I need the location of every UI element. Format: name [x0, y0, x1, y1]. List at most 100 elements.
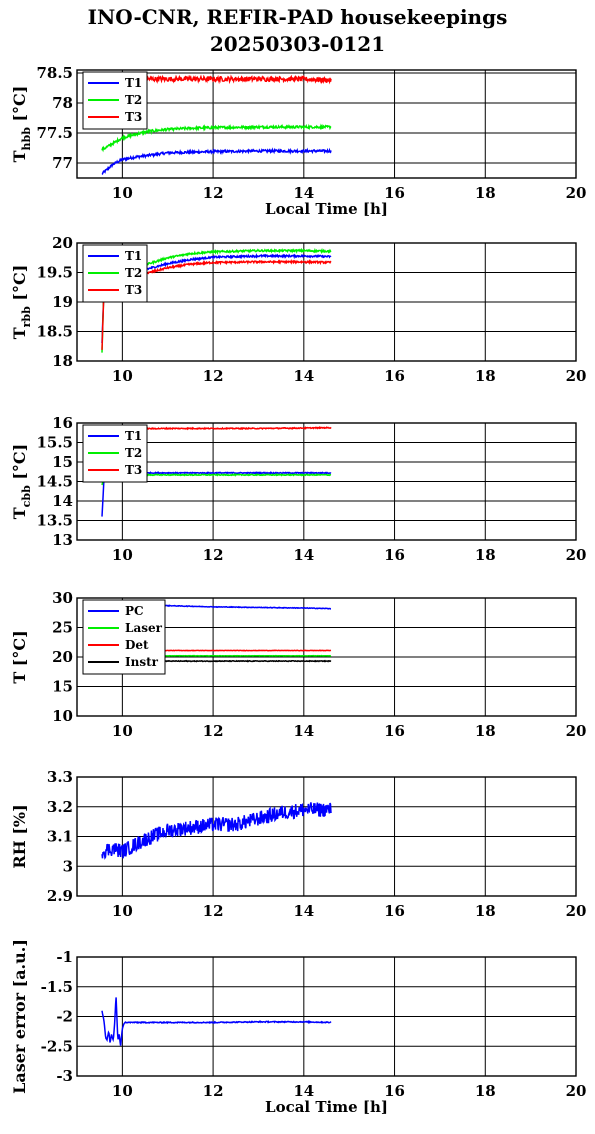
- legend-label: T2: [125, 446, 142, 460]
- chart-panel-rh: 10 12 14 16 18 20 3.3 3.2 3.1 3 2.9 RH [%]: [10, 768, 586, 920]
- y-axis-label-sub: cbb: [20, 485, 33, 507]
- y-tick-label: 18.5: [36, 323, 73, 341]
- series-line-t1: [101, 147, 332, 176]
- legend-label: T2: [125, 93, 142, 107]
- legend: PC Laser Det Instr: [82, 599, 166, 675]
- y-tick-label: 2.9: [47, 887, 73, 905]
- x-tick-label: 10: [112, 184, 133, 202]
- chart-panel-trbb: 10 12 14 16 18 20 20 19.5 19 18.5 18 T1 T2 T3 Trbb [°C…: [10, 234, 586, 385]
- x-tick-label: 16: [384, 184, 405, 202]
- plot-frame: [76, 422, 577, 541]
- y-axis-label: RH [%]: [10, 804, 29, 868]
- y-axis-label-unit: [°C]: [10, 86, 29, 127]
- y-axis-label: Laser error [a.u.]: [10, 939, 29, 1094]
- x-tick-label: 12: [203, 902, 224, 920]
- legend-label: T3: [125, 110, 142, 124]
- x-tick-label: 10: [112, 367, 133, 385]
- plot-frame: [76, 597, 577, 717]
- y-axis-label-main: T [°C]: [10, 630, 29, 683]
- y-tick-label: 13: [52, 531, 73, 549]
- y-tick-label: 15: [52, 453, 73, 471]
- figure-title: INO-CNR, REFIR-PAD housekeepings: [87, 5, 508, 29]
- y-tick-label: 15: [52, 678, 73, 696]
- y-tick-label: 10: [52, 707, 73, 725]
- y-tick-label: 3.1: [47, 828, 73, 846]
- x-tick-label: 20: [566, 902, 587, 920]
- y-axis-label-main: T: [10, 327, 29, 339]
- y-axis-label-unit: [°C]: [10, 444, 29, 485]
- y-tick-label: 14.5: [36, 473, 73, 491]
- x-tick-label: 18: [475, 1082, 496, 1100]
- x-tick-label: 12: [203, 722, 224, 740]
- x-axis-label: Local Time [h]: [265, 1098, 388, 1116]
- y-tick-label: 77: [52, 154, 73, 172]
- y-axis-label: Thbb [°C]: [10, 86, 33, 163]
- x-tick-label: 18: [475, 367, 496, 385]
- y-tick-label: 78.5: [36, 64, 73, 82]
- y-tick-label: -1.5: [41, 978, 73, 996]
- x-tick-label: 12: [203, 1082, 224, 1100]
- y-axis-label-sub: rbb: [20, 306, 33, 327]
- x-tick-label: 16: [384, 1082, 405, 1100]
- x-tick-label: 14: [293, 902, 314, 920]
- y-axis-label-main: RH [%]: [10, 804, 29, 868]
- y-tick-label: -3: [56, 1067, 73, 1085]
- chart-panel-thbb: 10 12 14 16 18 20 78.5 78 77.5 77 T1 T2 T3 Thbb [°C] L…: [10, 64, 586, 218]
- legend: T1 T2 T3: [82, 424, 148, 483]
- x-tick-label: 16: [384, 546, 405, 564]
- y-tick-label: 19.5: [36, 264, 73, 282]
- y-axis-label-main: T: [10, 507, 29, 519]
- chart-panel-laser: 10 12 14 16 18 20 -1 -1.5 -2 -2.5 -3 Laser error [a…: [10, 939, 586, 1116]
- y-tick-label: 3.2: [47, 798, 73, 816]
- y-axis-label-unit: [°C]: [10, 265, 29, 306]
- x-tick-label: 10: [112, 1082, 133, 1100]
- x-tick-label: 16: [384, 367, 405, 385]
- x-tick-label: 10: [112, 722, 133, 740]
- y-tick-label: 20: [52, 234, 73, 252]
- legend-label: Det: [125, 638, 149, 652]
- x-tick-label: 20: [566, 367, 587, 385]
- figure-subtitle: 20250303-0121: [209, 32, 386, 56]
- y-axis-label: Tcbb [°C]: [10, 444, 33, 519]
- y-axis-label: T [°C]: [10, 630, 29, 683]
- plot-frame: [76, 69, 577, 179]
- y-axis-label-sub: hbb: [20, 127, 33, 151]
- x-tick-label: 20: [566, 722, 587, 740]
- y-tick-label: 18: [52, 352, 73, 370]
- legend-label: T1: [125, 429, 142, 443]
- x-tick-label: 12: [203, 184, 224, 202]
- legend-label: T1: [125, 76, 142, 90]
- chart-panel-temps: 10 12 14 16 18 20 30 25 20 15 10 PC Laser Det Instr T […: [10, 589, 586, 740]
- y-tick-label: 13.5: [36, 512, 73, 530]
- y-tick-label: 3.3: [47, 768, 73, 786]
- y-axis-label-main: Laser error [a.u.]: [10, 939, 29, 1094]
- series-line-data: [101, 997, 332, 1046]
- plot-frame: [76, 776, 577, 897]
- legend: T1 T2 T3: [82, 71, 148, 130]
- legend-label: Instr: [125, 655, 159, 669]
- series-line-data: [101, 802, 332, 860]
- chart-panel-tcbb: 10 12 14 16 18 201615.51514.51413.513T1T2T3Tc…: [10, 414, 586, 564]
- x-tick-label: 14: [293, 1082, 314, 1100]
- x-tick-label: 16: [384, 722, 405, 740]
- y-tick-label: 19: [52, 293, 73, 311]
- x-axis-label: Local Time [h]: [265, 200, 388, 218]
- legend: T1 T2 T3: [82, 244, 148, 303]
- x-tick-label: 10: [112, 546, 133, 564]
- plot-frame: [76, 956, 577, 1077]
- x-tick-label: 14: [293, 367, 314, 385]
- y-tick-label: -1: [56, 948, 73, 966]
- x-tick-label: 10: [112, 902, 133, 920]
- x-tick-label: 12: [203, 546, 224, 564]
- x-tick-label: 18: [475, 546, 496, 564]
- legend-label: PC: [125, 604, 144, 618]
- x-tick-label: 16: [384, 902, 405, 920]
- legend-label: T1: [125, 249, 142, 263]
- x-tick-label: 20: [566, 546, 587, 564]
- x-tick-label: 20: [566, 184, 587, 202]
- x-tick-label: 14: [293, 546, 314, 564]
- legend-label: T3: [125, 463, 142, 477]
- y-tick-label: 20: [52, 648, 73, 666]
- y-tick-label: -2: [56, 1008, 73, 1026]
